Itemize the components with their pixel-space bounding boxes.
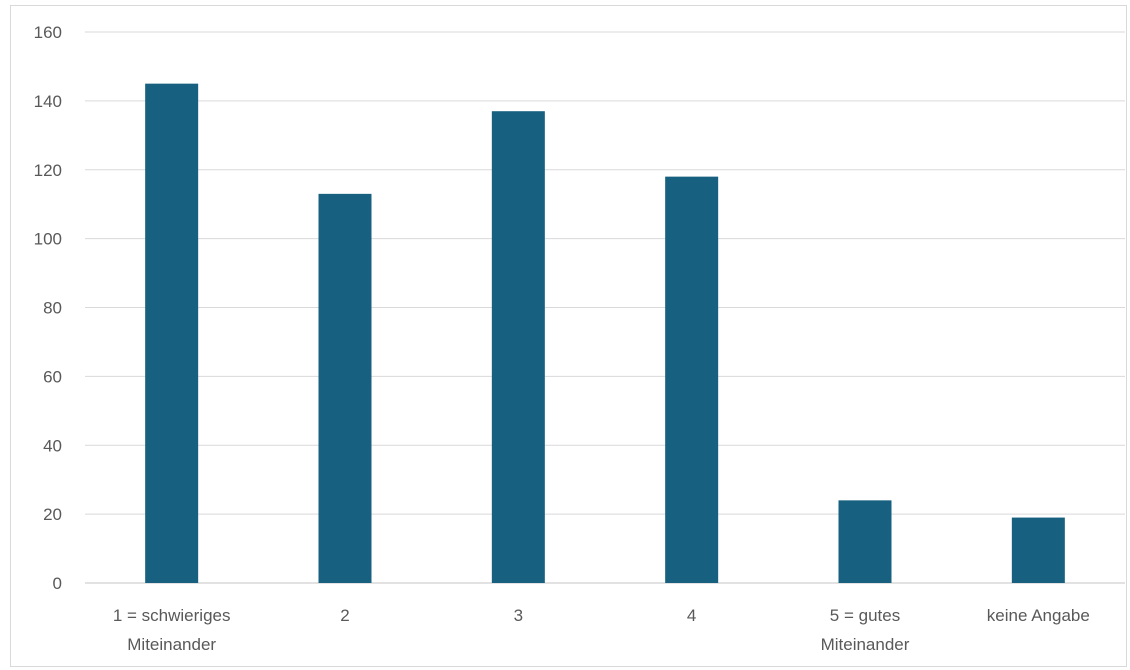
bar-6 xyxy=(1011,517,1065,583)
y-tick-label: 120 xyxy=(34,161,62,180)
bar-2 xyxy=(318,193,372,583)
x-tick-label-line: 3 xyxy=(514,606,523,625)
y-tick-label: 140 xyxy=(34,92,62,111)
x-tick-label: 3 xyxy=(514,606,523,625)
x-tick-label-line: 4 xyxy=(687,606,696,625)
y-tick-label: 160 xyxy=(34,23,62,42)
y-tick-label: 0 xyxy=(53,574,62,593)
x-tick-label-line: Miteinander xyxy=(127,635,216,654)
x-tick-label: 4 xyxy=(687,606,696,625)
bar-1 xyxy=(145,83,199,583)
x-tick-label-line: keine Angabe xyxy=(987,606,1090,625)
bar-5 xyxy=(838,500,892,583)
x-tick-label: 5 = gutes Miteinander xyxy=(821,606,910,654)
bar-4 xyxy=(665,176,719,583)
x-tick-label-line: 1 = schwieriges xyxy=(113,606,231,625)
bar-3 xyxy=(491,111,545,584)
x-tick-label: keine Angabe xyxy=(987,606,1090,625)
y-tick-label: 100 xyxy=(34,230,62,249)
y-tick-label: 40 xyxy=(43,436,62,455)
x-tick-label: 2 xyxy=(340,606,349,625)
y-tick-label: 20 xyxy=(43,505,62,524)
x-tick-label-line: Miteinander xyxy=(821,635,910,654)
y-tick-label: 60 xyxy=(43,367,62,386)
y-tick-label: 80 xyxy=(43,299,62,318)
x-tick-label-line: 2 xyxy=(340,606,349,625)
x-tick-label-line: 5 = gutes xyxy=(830,606,900,625)
x-tick-label: 1 = schwieriges Miteinander xyxy=(113,606,231,654)
